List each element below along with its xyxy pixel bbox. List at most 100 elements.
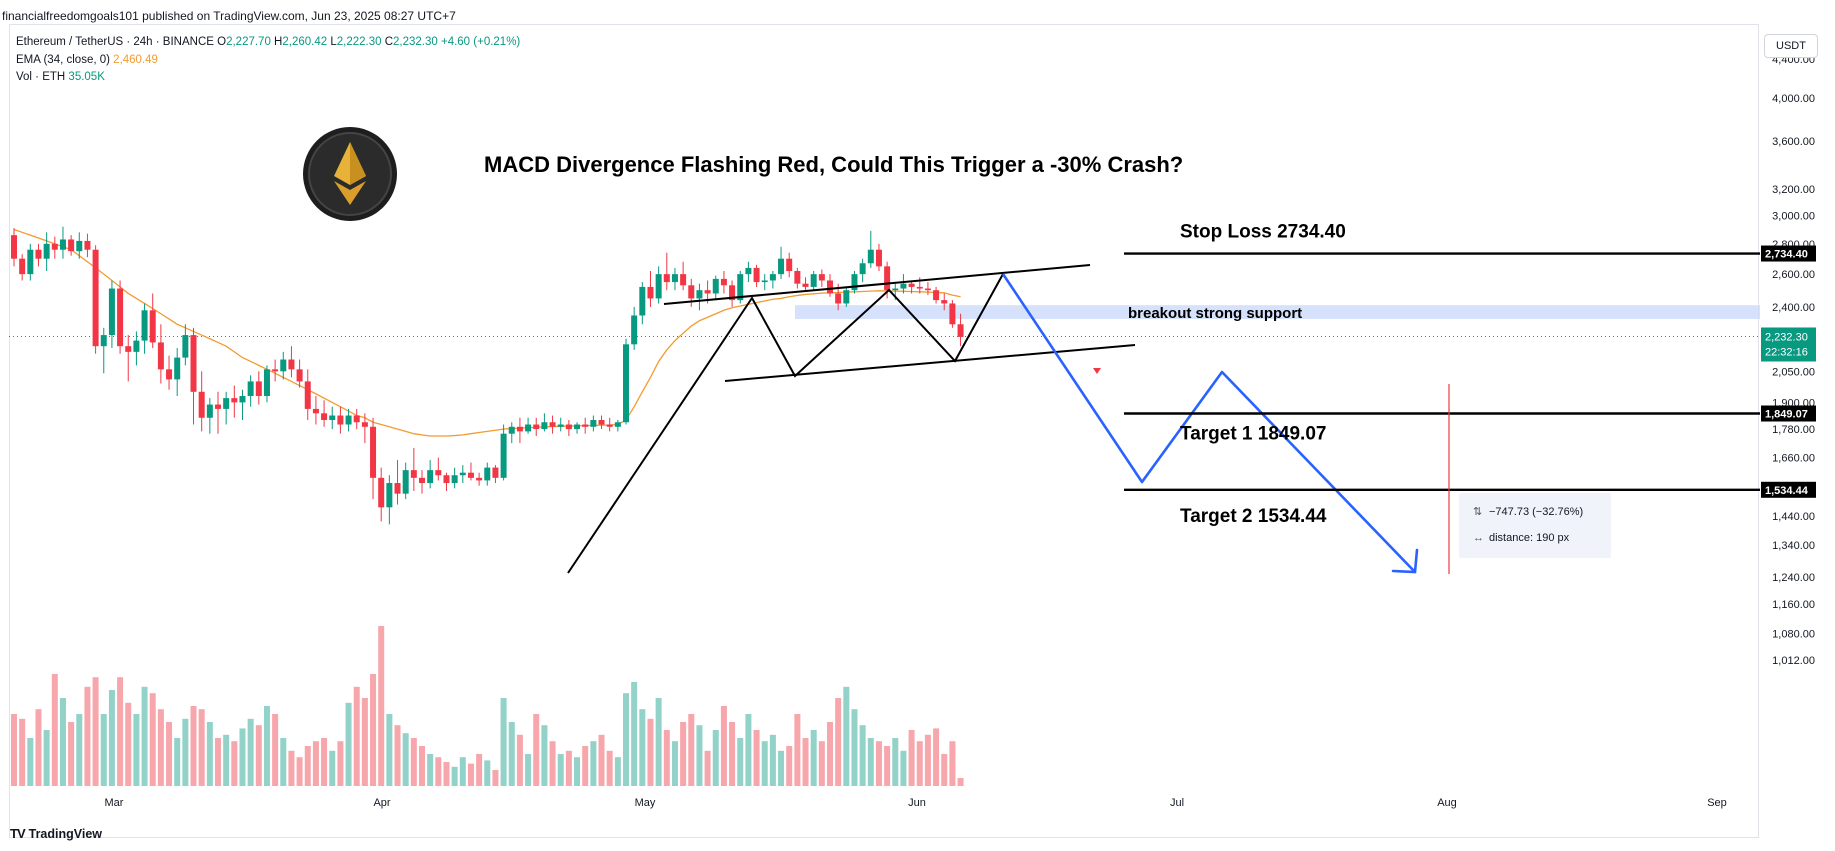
candle-body	[582, 424, 589, 427]
ema-line	[13, 228, 961, 437]
candle-body	[353, 415, 360, 423]
legend-open: 2,227.70	[226, 36, 271, 48]
volume-bar	[655, 698, 662, 786]
candle-body	[900, 283, 907, 289]
volume-bar	[696, 725, 703, 786]
candle	[108, 280, 115, 349]
candle-body	[557, 424, 564, 427]
volume-bar	[386, 714, 393, 786]
candle	[125, 335, 132, 382]
volume-bar	[590, 741, 597, 786]
volume-bar	[933, 728, 940, 786]
legend-close: 2,232.30	[393, 36, 438, 48]
y-tick-label: 1,660.00	[1772, 453, 1815, 465]
level-price-box	[1761, 405, 1816, 422]
candle-body	[263, 369, 270, 396]
candle	[680, 261, 687, 291]
candle-body	[84, 240, 91, 250]
candle-body	[818, 274, 825, 281]
candle	[933, 286, 940, 304]
candle	[255, 371, 262, 405]
volume-bar	[492, 770, 499, 786]
candle	[247, 375, 254, 407]
candle-body	[516, 426, 523, 432]
candle	[818, 269, 825, 287]
volume-bar	[19, 718, 26, 786]
volume-bar	[737, 738, 744, 786]
candle-body	[827, 280, 833, 294]
candle-body	[875, 249, 882, 267]
candle	[663, 252, 670, 291]
chart-title: MACD Divergence Flashing Red, Could This…	[484, 152, 1183, 177]
candle	[337, 406, 344, 434]
legend-ema-row[interactable]: EMA (34, close, 0) 2,460.49	[16, 52, 520, 70]
volume-bar	[345, 702, 352, 786]
candle	[51, 236, 58, 259]
candle	[166, 355, 173, 390]
volume-bar	[810, 730, 817, 786]
candle-body	[427, 470, 434, 484]
legend-vol-row[interactable]: Vol · ETH 35.05K	[16, 69, 520, 87]
candle-body	[835, 293, 842, 304]
tradingview-logo[interactable]: TV TradingView	[10, 826, 102, 841]
volume-bar	[900, 750, 907, 786]
volume-bar	[361, 698, 368, 786]
candle	[655, 266, 662, 304]
candle	[508, 422, 515, 444]
candle-body	[541, 422, 548, 430]
candle-body	[59, 239, 66, 250]
volume-bar	[337, 741, 344, 786]
volume-bar	[835, 698, 842, 786]
candle-body	[304, 381, 311, 409]
volume-bar	[280, 738, 287, 786]
candle-body	[753, 267, 760, 283]
candle-body	[345, 415, 352, 425]
legend-high: 2,260.42	[282, 36, 328, 48]
candle-body	[206, 404, 213, 418]
volume-bar	[484, 760, 491, 786]
candle-body	[565, 424, 572, 430]
channel-upper-line	[663, 264, 1091, 305]
volume-bar	[76, 714, 83, 786]
y-tick-label: 1,240.00	[1772, 572, 1815, 584]
volume-bar	[149, 693, 156, 786]
candle-body	[696, 290, 703, 299]
legend-vol-label: Vol · ETH	[16, 71, 66, 83]
volume-bar	[239, 728, 246, 786]
candle	[859, 258, 866, 283]
x-tick-label: Aug	[1437, 797, 1457, 809]
candle-body	[133, 340, 140, 352]
target-1-label: Target 1 1849.07	[1180, 424, 1326, 445]
candle	[92, 245, 99, 354]
candle	[769, 271, 776, 289]
candle-body	[247, 381, 254, 396]
volume-bar	[59, 698, 66, 786]
candle-body	[141, 310, 148, 341]
candle-body	[443, 475, 450, 484]
candle-body	[892, 288, 899, 291]
volume-bar	[370, 674, 377, 786]
candle	[174, 348, 181, 396]
candle-body	[949, 303, 956, 325]
currency-button[interactable]: USDT	[1764, 34, 1818, 58]
candle	[729, 280, 736, 307]
volume-bar	[427, 754, 434, 786]
x-tick-label: Sep	[1707, 797, 1727, 809]
legend: Ethereum / TetherUS · 24h · BINANCE O2,2…	[16, 34, 520, 87]
level-price-label: 1,534.44	[1765, 485, 1809, 497]
rally-wave-line	[567, 273, 1004, 574]
countdown-label: 22:32:16	[1765, 346, 1808, 358]
y-tick-label: 1,160.00	[1772, 599, 1815, 611]
candle-body	[215, 404, 221, 409]
candle	[157, 324, 164, 384]
candle-body	[639, 286, 646, 316]
legend-ohlc-row[interactable]: Ethereum / TetherUS · 24h · BINANCE O2,2…	[16, 34, 520, 52]
candle-body	[916, 286, 923, 289]
current-price-label: 2,232.30	[1765, 331, 1808, 343]
projection-path	[1001, 273, 1416, 573]
candle	[924, 282, 931, 296]
y-tick-label: 1,340.00	[1772, 540, 1815, 552]
candle-body	[761, 280, 768, 283]
candle	[451, 467, 458, 489]
